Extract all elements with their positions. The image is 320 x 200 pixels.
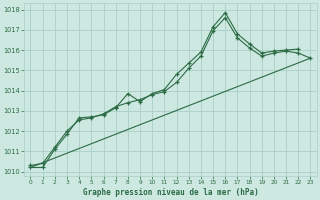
X-axis label: Graphe pression niveau de la mer (hPa): Graphe pression niveau de la mer (hPa) xyxy=(83,188,258,197)
